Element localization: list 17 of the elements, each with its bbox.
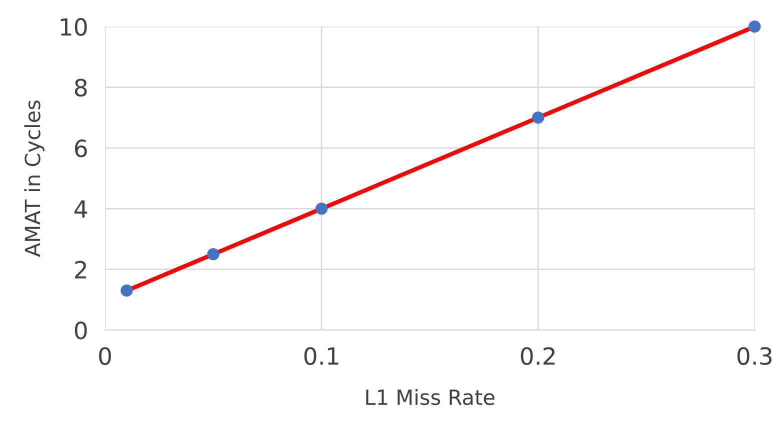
x-axis-title: L1 Miss Rate (366, 388, 494, 406)
y-tick-label: 10 (60, 18, 87, 36)
point (748, 20, 761, 33)
point (207, 248, 220, 260)
x-tick-label: 0.1 (304, 347, 338, 365)
y-tick-label: 6 (74, 139, 87, 158)
point (120, 284, 133, 297)
x-tick-label: 0.2 (520, 347, 555, 365)
y-tick-label: 2 (75, 260, 86, 278)
y-tick-label: 4 (74, 200, 88, 218)
point (316, 202, 328, 215)
x-tick-label: 0.3 (737, 347, 772, 365)
x-tick-label: 0 (99, 347, 111, 365)
y-tick-label: 8 (74, 78, 87, 97)
point (532, 112, 544, 124)
y-axis-title: AMAT in Cycles (24, 100, 44, 257)
y-tick-label: 0 (74, 321, 87, 340)
